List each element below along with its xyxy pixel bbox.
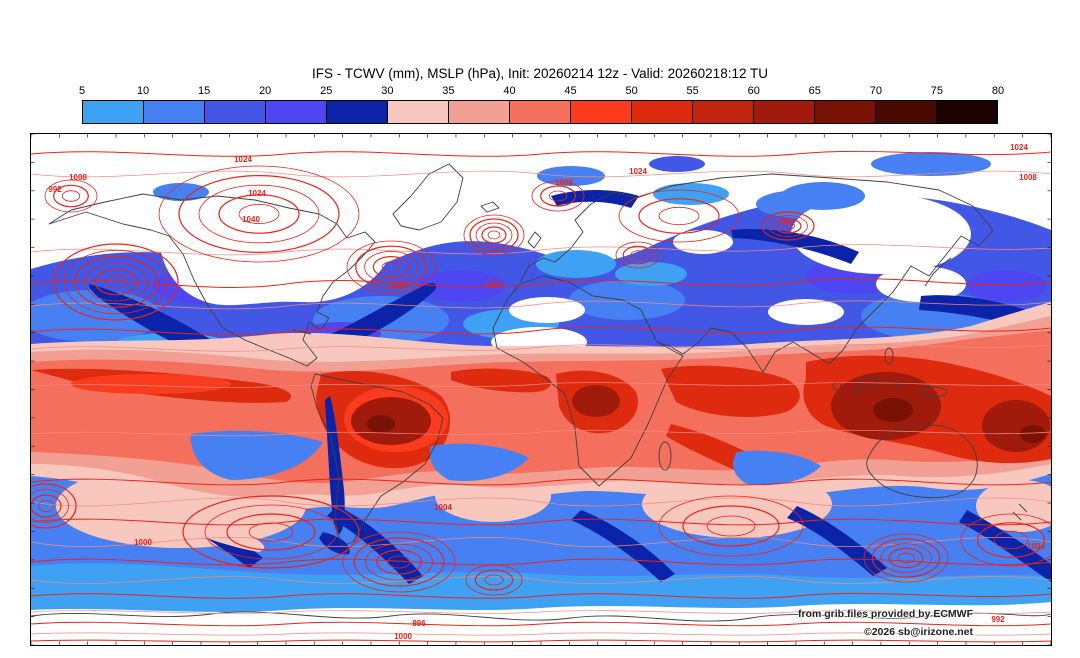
pressure-system-rings (31, 165, 1051, 596)
colorbar-segment (876, 101, 937, 123)
colorbar-tick: 15 (198, 85, 211, 97)
colorbar-tick: 75 (930, 85, 944, 97)
colorbar-segment (327, 101, 388, 123)
world-map: 1008 992 1024 1024 1040 1008 1024 1008 1024 992 10… (30, 133, 1052, 646)
pressure-label: 1008 (1019, 173, 1037, 182)
coastlines (31, 163, 1051, 622)
pressure-label: 1004 (1027, 542, 1045, 551)
pressure-label: 1024 (234, 155, 252, 164)
pressure-label: 1008 (69, 173, 87, 182)
colorbar-segment (815, 101, 876, 123)
colorbar-tick: 5 (78, 85, 86, 97)
colorbar-tick: 80 (991, 85, 1005, 97)
colorbar-tick: 60 (747, 85, 760, 97)
colorbar (82, 100, 998, 124)
colorbar-tick: 20 (259, 85, 272, 97)
tcwv-shading (31, 134, 1051, 645)
pressure-label: 1000 (394, 632, 412, 641)
pressure-label: 1040 (242, 215, 260, 224)
colorbar-tick: 45 (564, 85, 577, 97)
colorbar-segment (632, 101, 693, 123)
colorbar-segment (449, 101, 510, 123)
pressure-label: 1024 (629, 167, 647, 176)
colorbar-tick: 30 (381, 85, 394, 97)
map-border-ticks (31, 134, 1051, 645)
mslp-contours (31, 150, 1051, 643)
colorbar-segment (510, 101, 571, 123)
colorbar-segment (937, 101, 997, 123)
colorbar-tick-labels: 5 10 15 20 25 30 35 40 45 50 55 60 65 70 75 80 (78, 85, 1004, 98)
pressure-label: 1004 (434, 503, 452, 512)
colorbar-segment (693, 101, 754, 123)
colorbar-segment (144, 101, 205, 123)
pressure-label: 996 (412, 619, 426, 628)
colorbar-tick: 40 (503, 85, 516, 97)
pressure-label: 1024 (485, 280, 503, 289)
colorbar-tick: 55 (686, 85, 699, 97)
colorbar-tick: 50 (625, 85, 638, 97)
attribution-source: from grib files provided by ECMWF (797, 608, 973, 620)
colorbar-tick: 70 (869, 85, 882, 97)
colorbar-segment (83, 101, 144, 123)
pressure-label: 1008 (388, 282, 406, 291)
colorbar-tick: 35 (442, 85, 455, 97)
pressure-label: 1000 (134, 538, 152, 547)
colorbar-tick: 65 (808, 85, 821, 97)
pressure-label: 992 (781, 218, 795, 227)
colorbar-segment (571, 101, 632, 123)
pressure-labels: 1008 992 1024 1024 1040 1008 1024 1008 1024 992 10… (48, 143, 1045, 641)
pressure-label: 992 (991, 615, 1005, 624)
pressure-label: 1024 (1010, 143, 1028, 152)
attribution-copyright: ©2026 sb@irizone.net (863, 626, 973, 638)
colorbar-segment (266, 101, 327, 123)
pressure-label: 1024 (248, 189, 266, 198)
pressure-label: 1008 (555, 178, 573, 187)
colorbar-segment (388, 101, 449, 123)
colorbar-segment (754, 101, 815, 123)
map-canvas: 1008 992 1024 1024 1040 1008 1024 1008 1024 992 10… (31, 134, 1051, 645)
colorbar-segment (205, 101, 266, 123)
chart-title: IFS - TCWV (mm), MSLP (hPa), Init: 20260… (312, 66, 768, 81)
colorbar-tick: 10 (136, 85, 150, 97)
colorbar-tick: 25 (320, 85, 333, 97)
pressure-label: 992 (48, 185, 62, 194)
